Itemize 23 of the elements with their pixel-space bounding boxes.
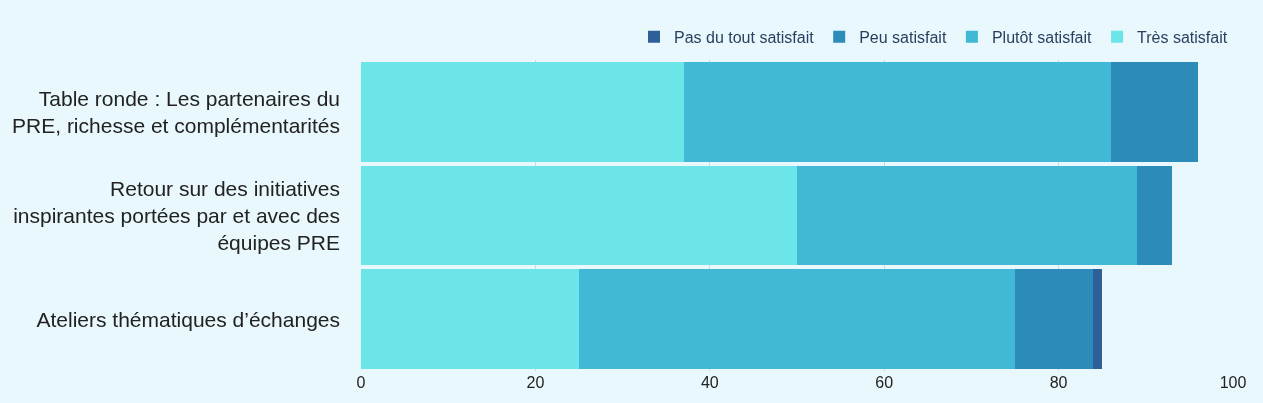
legend-label: Très satisfait — [1137, 28, 1228, 46]
legend-label: Pas du tout satisfait — [674, 28, 815, 46]
x-tick-label: 80 — [1049, 374, 1068, 391]
bar — [361, 62, 684, 162]
x-tick-label: 100 — [1219, 374, 1247, 391]
bar — [1137, 165, 1172, 266]
bar — [683, 62, 1111, 162]
legend-label: Plutôt satisfait — [991, 28, 1093, 46]
x-tick-label: 20 — [526, 374, 545, 391]
bar — [361, 165, 797, 266]
bar — [361, 269, 579, 369]
legend-label: Peu satisfait — [859, 28, 947, 46]
bar — [579, 269, 1015, 369]
x-tick-label: 60 — [875, 374, 894, 391]
bar — [1110, 62, 1199, 162]
y-tick-label: Table ronde : Les partenaires du PRE, richesse et complémentarités — [12, 86, 340, 137]
y-tick-label: Retour sur des initiatives inspirantes portées par et avec des équipes PRE — [13, 176, 340, 255]
x-tick-label: 0 — [356, 374, 366, 391]
y-tick-label: Ateliers thématiques d’échanges — [36, 307, 340, 331]
bar — [1093, 269, 1103, 369]
bar — [797, 165, 1138, 266]
bar — [1015, 269, 1094, 369]
x-tick-label: 40 — [700, 374, 719, 391]
